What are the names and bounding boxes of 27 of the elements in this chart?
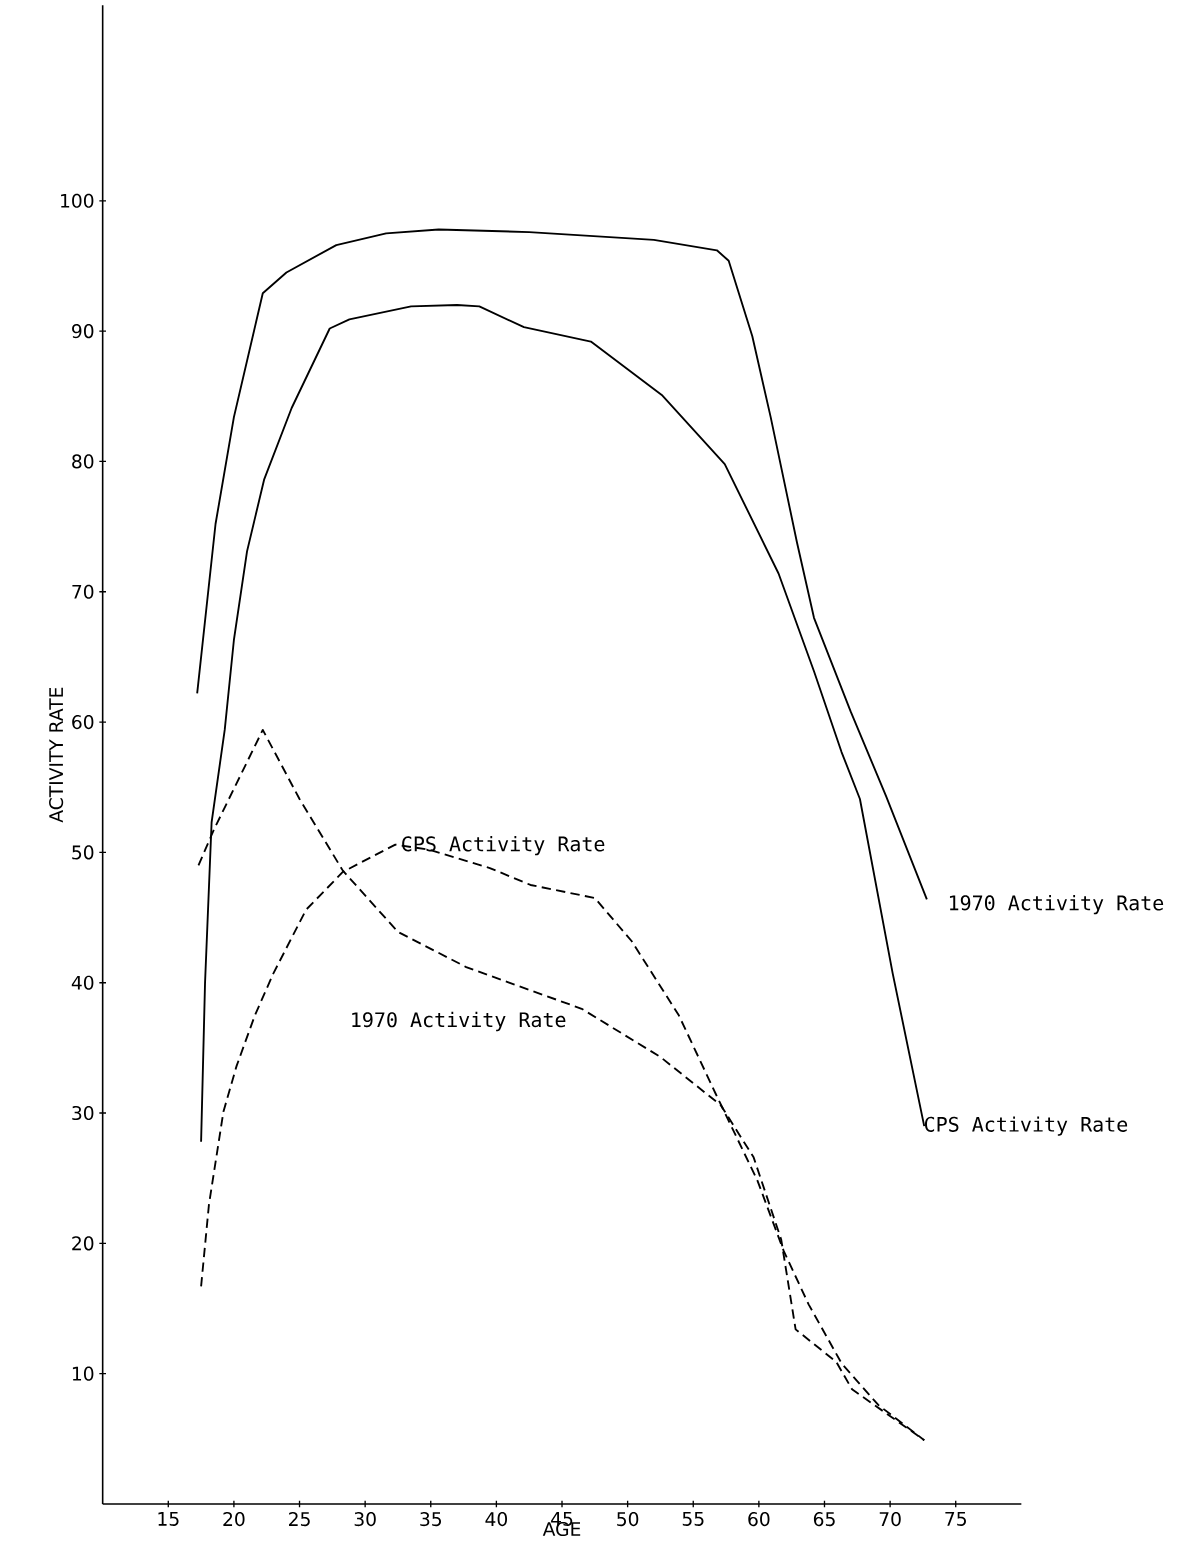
- x-tick-label: 25: [289, 1512, 310, 1527]
- x-tick-label: 40: [485, 1512, 508, 1527]
- x-tick-label: 20: [223, 1512, 245, 1527]
- y-tick-label: 100: [61, 193, 94, 208]
- y-axis-title: ACTIVITY RATE: [49, 687, 64, 823]
- x-tick-label: 30: [354, 1512, 376, 1527]
- x-tick-label: 35: [420, 1512, 442, 1527]
- series-label: 1970 Activity Rate: [949, 894, 1164, 915]
- y-tick-label: 70: [72, 584, 94, 599]
- y-tick-label: 40: [71, 975, 94, 990]
- x-tick-label: 55: [682, 1512, 704, 1526]
- y-tick-label: 80: [72, 454, 94, 469]
- y-tick-label: 50: [72, 845, 94, 860]
- x-tick-label: 70: [879, 1512, 901, 1527]
- series-label: 1970 Activity Rate: [352, 1011, 566, 1032]
- x-tick-label: 60: [748, 1512, 770, 1527]
- y-tick-label: 20: [72, 1236, 94, 1251]
- y-tick-label: 60: [72, 715, 94, 730]
- y-tick-label: 90: [72, 324, 94, 339]
- series-label: CPS Activity Rate: [924, 1116, 1128, 1136]
- y-tick-label: 10: [72, 1366, 94, 1381]
- x-tick-label: 75: [945, 1512, 966, 1526]
- x-tick-label: 15: [158, 1512, 179, 1526]
- y-tick-label: 30: [72, 1105, 94, 1121]
- x-tick-label: 65: [813, 1512, 835, 1527]
- series-label: CPS Activity Rate: [402, 835, 605, 856]
- x-tick-label: 50: [617, 1512, 639, 1527]
